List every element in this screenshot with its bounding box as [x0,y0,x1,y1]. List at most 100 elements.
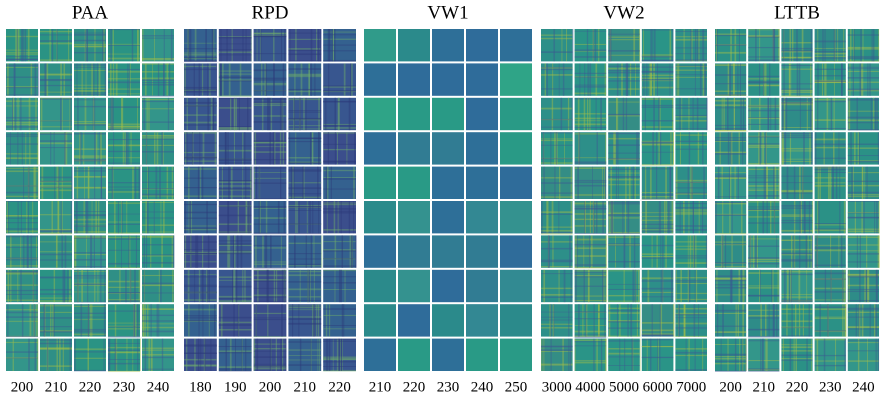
tile-stripe [642,292,674,293]
tile-stripe [848,98,850,130]
tile-stripe [575,49,607,51]
tile-stripe [288,296,321,297]
tile-stripe [198,339,199,371]
tile-stripe [266,235,267,267]
tile-stripe [791,304,792,336]
heatmap-tile [108,63,140,95]
tile-stripe [254,78,287,80]
tile-stripe [219,80,252,81]
tile-stripe [142,101,174,102]
tile-stripe [254,217,287,219]
tile-stripe [554,167,555,199]
tile-stripe [589,63,591,95]
tile-stripe [184,292,217,294]
tile-stripe [184,114,217,115]
tile-stripe [307,270,308,302]
tile-stripe [160,270,162,302]
tile-stripe [575,286,607,287]
tile-stripe [31,63,33,95]
tile-stripe [748,36,779,37]
tile-stripe [323,204,356,205]
tile-stripe [561,29,562,61]
tile-stripe [94,29,95,61]
tile-stripe [625,235,626,267]
tile-stripe [575,185,607,186]
tile-stripe [781,313,812,314]
tile-stripe [848,237,879,238]
tile-stripe [288,360,321,361]
tile-stripe [190,29,191,61]
tile-stripe [142,35,174,36]
tile-stripe [622,201,623,233]
tile-stripe [572,29,573,61]
tile-stripe [715,214,746,216]
tile-stripe [142,171,174,172]
tile-stripe [878,132,879,164]
tile-stripe [254,178,287,179]
tile-stripe [748,182,779,183]
tile-stripe [735,339,736,371]
tile-stripe [541,320,573,321]
tile-stripe [219,322,252,324]
heatmap-tile [815,132,846,164]
tile-stripe [848,117,879,119]
tile-stripe [715,177,746,179]
heatmap-tile [364,339,396,371]
tile-stripe [681,98,682,130]
heatmap-tile [398,29,430,61]
tile-stripe [27,235,29,267]
tile-stripe [6,236,38,238]
tile-stripe [320,29,322,61]
tile-stripe [294,235,296,267]
tile-stripe [219,276,252,277]
tile-stripe [234,235,236,267]
tile-stripe [546,63,548,95]
tile-stripe [878,339,879,371]
tile-stripe [220,29,221,61]
tile-stripe [208,235,210,267]
tile-stripe [254,223,287,224]
tile-stripe [734,63,735,95]
tile-stripe [783,63,784,95]
tile-stripe [219,70,252,71]
tile-stripe [550,132,551,164]
tile-stripe [608,243,640,244]
tile-stripe [40,230,72,231]
tile-stripe [817,98,818,130]
tile-stripe [815,237,846,238]
tile-stripe [74,46,106,47]
tile-stripe [609,201,610,233]
tile-stripe [327,167,329,199]
tile-stripe [571,201,572,233]
tile-stripe [815,147,846,148]
tile-stripe [575,296,607,297]
tile-stripe [593,339,594,371]
tile-stripe [799,235,800,267]
tile-stripe [716,270,717,302]
tile-stripe [715,332,746,333]
tile-stripe [288,210,321,211]
tile-shade [500,270,532,302]
tile-stripe [318,29,319,61]
tile-stripe [866,167,867,199]
tile-stripe [605,63,606,95]
tile-stripe [199,132,200,164]
tile-stripe [781,350,812,351]
tile-stripe [219,324,252,326]
tile-stripe [254,247,287,248]
tile-stripe [288,281,321,282]
tile-stripe [56,167,57,199]
tile-stripe [219,129,252,130]
tile-stripe [815,265,846,266]
tile-stripe [782,98,784,130]
tile-stripe [679,98,680,130]
tile-stripe [108,139,140,140]
tile-stripe [234,98,235,130]
tile-stripe [288,89,321,90]
tile-stripe [219,286,252,288]
tile-stripe [675,313,707,315]
tile-stripe [40,214,72,215]
tile-stripe [90,235,91,267]
tile-stripe [822,29,823,61]
tile-stripe [806,235,807,267]
